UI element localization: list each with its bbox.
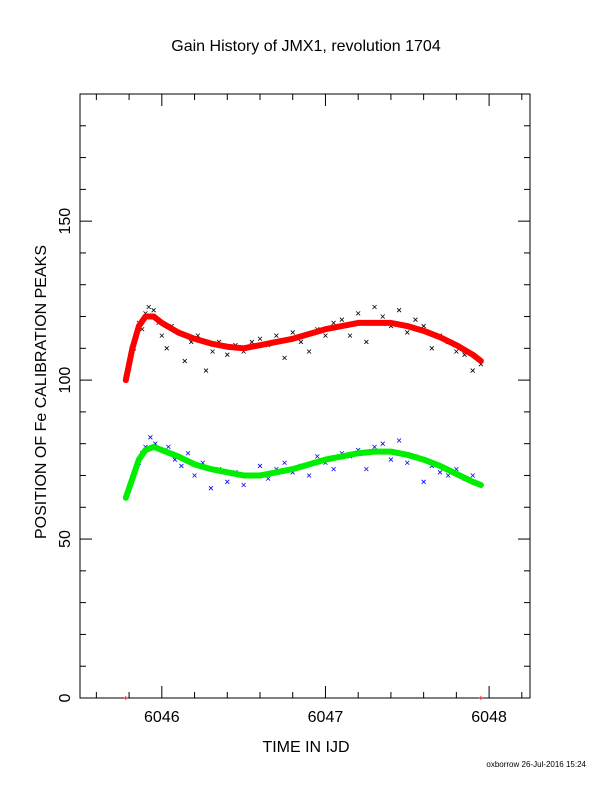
data-point bbox=[192, 473, 197, 478]
x-tick-label: 6047 bbox=[308, 709, 344, 726]
y-axis-label: POSITION OF Fe CALIBRATION PEAKS bbox=[33, 245, 50, 539]
data-point bbox=[298, 339, 304, 345]
data-point bbox=[437, 470, 443, 475]
data-point bbox=[413, 317, 418, 322]
data-point bbox=[347, 333, 353, 338]
data-point bbox=[210, 349, 215, 354]
plot-frame bbox=[79, 93, 531, 699]
data-point bbox=[182, 358, 188, 364]
footer: oxborrow 26-Jul-2016 15:24 bbox=[486, 760, 586, 769]
x-tick-label: 6048 bbox=[471, 709, 507, 726]
data-point bbox=[454, 349, 459, 354]
data-point bbox=[148, 435, 153, 440]
data-point bbox=[331, 466, 336, 472]
data-point bbox=[208, 485, 214, 491]
data-point bbox=[339, 317, 345, 322]
data-point bbox=[404, 330, 410, 335]
data-point bbox=[290, 330, 296, 335]
data-point bbox=[380, 441, 386, 446]
data-point bbox=[159, 333, 165, 338]
data-point bbox=[396, 307, 402, 313]
chart-title: Gain History of JMX1, revolution 1704 bbox=[171, 38, 441, 55]
data-point bbox=[123, 696, 128, 700]
data-point bbox=[306, 349, 312, 354]
data-point bbox=[224, 352, 230, 357]
y-tick-label: 100 bbox=[57, 367, 74, 394]
data-point bbox=[470, 368, 476, 373]
fit-curve bbox=[122, 313, 484, 384]
data-point bbox=[396, 438, 402, 443]
data-point bbox=[355, 311, 361, 316]
data-point bbox=[380, 314, 386, 319]
y-tick-label: 50 bbox=[57, 530, 74, 548]
data-point bbox=[241, 482, 246, 488]
data-point bbox=[421, 479, 426, 485]
x-tick-label: 6046 bbox=[144, 709, 180, 726]
data-point bbox=[224, 479, 230, 485]
data-point bbox=[185, 450, 191, 456]
data-point bbox=[323, 333, 328, 338]
data-point bbox=[470, 473, 476, 478]
data-point bbox=[179, 463, 184, 469]
data-point bbox=[249, 339, 255, 345]
data-point bbox=[388, 457, 394, 462]
data-point bbox=[306, 473, 312, 478]
data-point bbox=[257, 336, 263, 342]
data-point bbox=[372, 444, 377, 450]
y-tick-label: 0 bbox=[57, 693, 74, 702]
data-point bbox=[404, 460, 410, 466]
data-point bbox=[331, 320, 336, 326]
data-point bbox=[364, 466, 369, 472]
data-point bbox=[274, 333, 279, 338]
data-point bbox=[146, 304, 152, 310]
data-point bbox=[282, 355, 287, 361]
data-point bbox=[166, 444, 171, 450]
data-point bbox=[164, 346, 170, 351]
data-point bbox=[445, 473, 451, 478]
x-axis-label: TIME IN IJD bbox=[262, 739, 349, 756]
data-point bbox=[257, 463, 263, 469]
data-point bbox=[478, 696, 483, 700]
data-point bbox=[282, 460, 287, 466]
data-point bbox=[429, 346, 435, 351]
data-point bbox=[372, 304, 377, 310]
y-tick-label: 150 bbox=[57, 208, 74, 235]
fit-curve bbox=[122, 443, 484, 501]
data-point bbox=[265, 476, 271, 481]
data-point bbox=[314, 454, 320, 459]
data-point bbox=[203, 368, 209, 373]
data-point bbox=[364, 339, 369, 345]
data-point bbox=[151, 307, 156, 313]
